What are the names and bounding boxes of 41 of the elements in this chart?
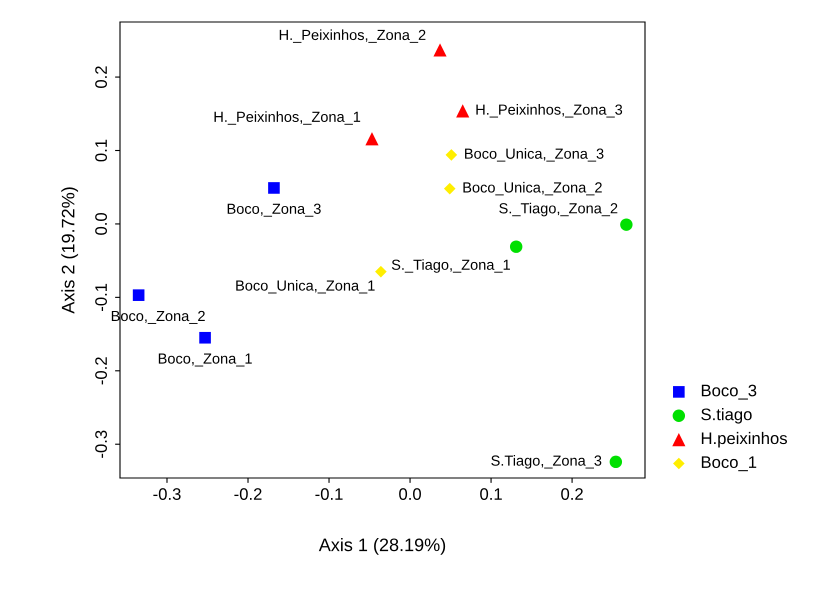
y-tick-label: 0.1 <box>95 140 107 162</box>
y-tick-label: -0.3 <box>95 430 107 458</box>
point <box>610 456 622 468</box>
y-axis-title: Axis 2 (19.72%) <box>61 187 78 314</box>
x-tick-label: 0.1 <box>480 488 502 500</box>
point <box>268 182 280 194</box>
annotation: Boco_Unica,_Zona_2 <box>463 182 602 196</box>
annotation: H._Peixinhos,_Zona_1 <box>214 111 360 125</box>
annotation: Boco_Unica,_Zona_3 <box>465 148 604 162</box>
annotation: S.Tiago,_Zona_3 <box>491 455 602 469</box>
point <box>510 240 522 253</box>
annotation: Boco,_Zona_3 <box>228 204 321 217</box>
annotation: H._Peixinhos,_Zona_3 <box>476 104 622 118</box>
point <box>444 182 456 194</box>
point <box>620 218 633 231</box>
point <box>375 266 387 278</box>
x-tick-label: -0.3 <box>153 488 181 500</box>
legend-label: Boco_1 <box>702 456 756 472</box>
x-tick-label: 0.0 <box>399 488 421 500</box>
x-tick-label: -0.2 <box>234 488 262 500</box>
point <box>433 43 447 56</box>
point <box>456 104 470 118</box>
point <box>132 289 144 301</box>
y-tick-label: -0.2 <box>95 357 107 384</box>
annotation: S._Tiago,_Zona_2 <box>499 202 618 216</box>
annotation: Boco_Unica,_Zona_1 <box>236 280 375 294</box>
y-tick-label: 0.0 <box>95 213 107 235</box>
annotation: S._Tiago,_Zona_1 <box>392 259 510 273</box>
y-tick-label: 0.2 <box>95 66 107 88</box>
legend-label: H.peixinhos <box>702 432 787 448</box>
point <box>199 332 211 344</box>
x-tick-label: 0.2 <box>561 488 583 500</box>
annotation: Boco,_Zona_1 <box>158 354 252 366</box>
legend-label: S.tiago <box>701 408 752 424</box>
point <box>446 149 458 161</box>
x-axis-title: Axis 1 (28.19%) <box>318 538 446 555</box>
point <box>365 132 379 146</box>
y-tick-label: -0.1 <box>95 284 107 311</box>
x-tick-label: -0.1 <box>315 488 343 500</box>
annotation: H._Peixinhos,_Zona_2 <box>280 29 426 43</box>
legend-label: Boco_3 <box>702 384 756 400</box>
